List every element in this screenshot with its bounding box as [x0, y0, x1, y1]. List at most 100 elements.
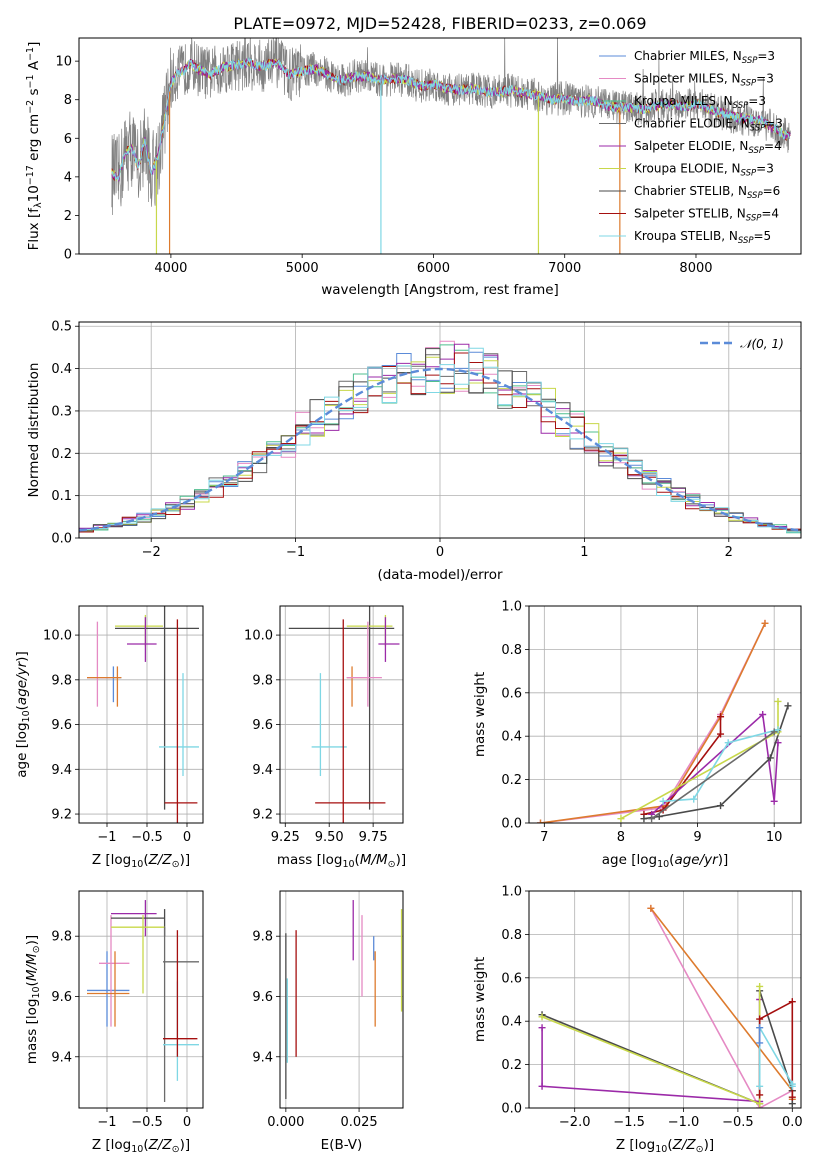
axes-frame	[78, 890, 204, 1109]
y-tick-label: 4	[64, 170, 72, 185]
y-tick-label: 0.3	[51, 404, 72, 419]
y-tick-label: 9.8	[51, 930, 72, 945]
y-tick-label: 0.4	[501, 1015, 522, 1030]
weight-marker	[766, 754, 774, 762]
weight-marker	[717, 713, 725, 721]
weight-marker	[717, 730, 725, 738]
x-tick-label: 8000	[679, 261, 712, 276]
x-tick-label: 10	[766, 830, 783, 845]
x-tick-label: −0.5	[722, 1115, 754, 1130]
weight-marker	[756, 982, 764, 990]
x-tick-label: 0	[183, 830, 191, 845]
y-tick-label: 0.2	[501, 1058, 522, 1073]
y-axis-label: Normed distribution	[26, 363, 42, 498]
x-tick-label: −1	[97, 1115, 116, 1130]
y-tick-label: 0.8	[501, 643, 522, 658]
x-tick-label: −1.5	[613, 1115, 645, 1130]
x-tick-label: 2	[725, 545, 733, 560]
x-tick-label: 9.75	[359, 830, 388, 845]
weight-line	[651, 731, 775, 820]
weight_vs_age-panel: 7 8 9 10 0.0 0.2 0.4 0.6 0.8 1.0 mass weight age [l…	[472, 600, 802, 870]
y-axis-label: age [log10(age/yr)]	[14, 651, 32, 777]
y-tick-label: 9.8	[51, 673, 72, 688]
weight-marker	[770, 728, 778, 736]
age_vs_mass-panel: 9.25 9.50 9.75 9.2 9.4 9.6 9.8 10.0 mass [log10(…	[244, 605, 406, 870]
weight-marker	[756, 1039, 764, 1047]
residual-histogram	[79, 347, 801, 533]
legend-entry: Kroupa ELODIE, NSSP=3	[634, 162, 774, 179]
x-tick-label: 4000	[154, 261, 187, 276]
y-tick-label: 9.4	[51, 1050, 72, 1065]
y-tick-label: 0.0	[501, 1102, 522, 1117]
weight-marker	[538, 1082, 546, 1090]
weight-marker	[536, 819, 544, 823]
age_vs_Z-panel: −1 −0.5 0 9.2 9.4 9.6 9.8 10.0 Z [log10(Z/Z⊙)] ag…	[14, 605, 204, 870]
weight-marker	[640, 815, 648, 823]
weight-marker	[756, 1015, 764, 1023]
legend-entry: Salpeter ELODIE, NSSP=4	[634, 139, 782, 156]
x-tick-label: −1	[97, 830, 116, 845]
y-tick-label: 0.0	[51, 532, 72, 547]
y-tick-label: 6	[64, 132, 72, 147]
axes-frame	[279, 605, 404, 824]
legend-entry: Salpeter STELIB, NSSP=4	[634, 207, 779, 224]
normal-curve	[79, 367, 799, 532]
y-tick-label: 10.0	[43, 629, 72, 644]
y-tick-label: 9.2	[252, 808, 273, 823]
axes-frame	[78, 37, 802, 255]
legend-entry: Kroupa MILES, NSSP=3	[634, 94, 766, 111]
axes-frame	[78, 605, 204, 824]
y-tick-label: 9.8	[252, 930, 273, 945]
y-axis-label: mass [log10(M/M⊙)]	[24, 935, 42, 1064]
x-axis-label: Z [log10(Z/Z⊙)]	[92, 852, 190, 870]
weight-marker	[788, 1082, 796, 1090]
axes-frame	[279, 890, 404, 1109]
y-tick-label: 10.0	[244, 629, 273, 644]
weight-marker	[717, 802, 725, 810]
weight-marker	[617, 815, 625, 823]
weight-marker	[659, 797, 667, 805]
y-tick-label: 8	[64, 93, 72, 108]
y-tick-label: 9.6	[252, 718, 273, 733]
x-axis-label: mass [log10(M/M⊙)]	[277, 852, 406, 870]
y-tick-label: 9.6	[51, 990, 72, 1005]
x-tick-label: 8	[617, 830, 625, 845]
mass_vs_Z-panel: −1 −0.5 0 9.4 9.6 9.8 Z [log10(Z/Z⊙)] mass [log…	[24, 890, 204, 1155]
y-tick-label: 0.4	[51, 362, 72, 377]
x-tick-label: 0.000	[267, 1115, 304, 1130]
x-tick-label: 1	[580, 545, 588, 560]
weight-marker	[761, 619, 769, 627]
spectrum-plot-area	[111, 38, 791, 254]
weight-marker	[724, 739, 732, 747]
y-tick-label: 0.4	[501, 730, 522, 745]
y-tick-label: 0.2	[51, 447, 72, 462]
y-tick-label: 9.4	[51, 763, 72, 778]
y-tick-label: 10	[55, 55, 72, 70]
x-tick-label: 0.0	[782, 1115, 803, 1130]
x-tick-label: 5000	[286, 261, 319, 276]
x-tick-label: −2	[142, 545, 161, 560]
y-tick-label: 0.1	[51, 489, 72, 504]
legend-entry: 𝒩(0, 1)	[740, 337, 784, 351]
x-tick-label: 9.25	[271, 830, 300, 845]
x-tick-label: 0.025	[340, 1115, 377, 1130]
y-axis-label: mass weight	[472, 957, 488, 1042]
weight-marker	[788, 998, 796, 1006]
weight-marker	[756, 1091, 764, 1099]
figure-title: PLATE=0972, MJD=52428, FIBERID=0233, z=0…	[233, 14, 646, 33]
y-axis-label: mass weight	[472, 672, 488, 757]
x-tick-label: −1	[286, 545, 305, 560]
y-tick-label: 9.8	[252, 673, 273, 688]
x-axis-label: age [log10(age/yr)]	[602, 852, 728, 870]
mass_vs_EBV-panel: 0.000 0.025 9.4 9.6 9.8 E(B-V)	[252, 890, 404, 1153]
legend-entry: Kroupa STELIB, NSSP=5	[634, 229, 771, 246]
x-tick-label: 6000	[417, 261, 450, 276]
x-tick-label: 0	[436, 545, 444, 560]
x-tick-label: 7	[540, 830, 548, 845]
legend-entry: Chabrier MILES, NSSP=3	[634, 49, 775, 66]
weight-marker	[788, 1100, 796, 1108]
y-tick-label: 2	[64, 209, 72, 224]
x-tick-label: −1.0	[668, 1115, 700, 1130]
